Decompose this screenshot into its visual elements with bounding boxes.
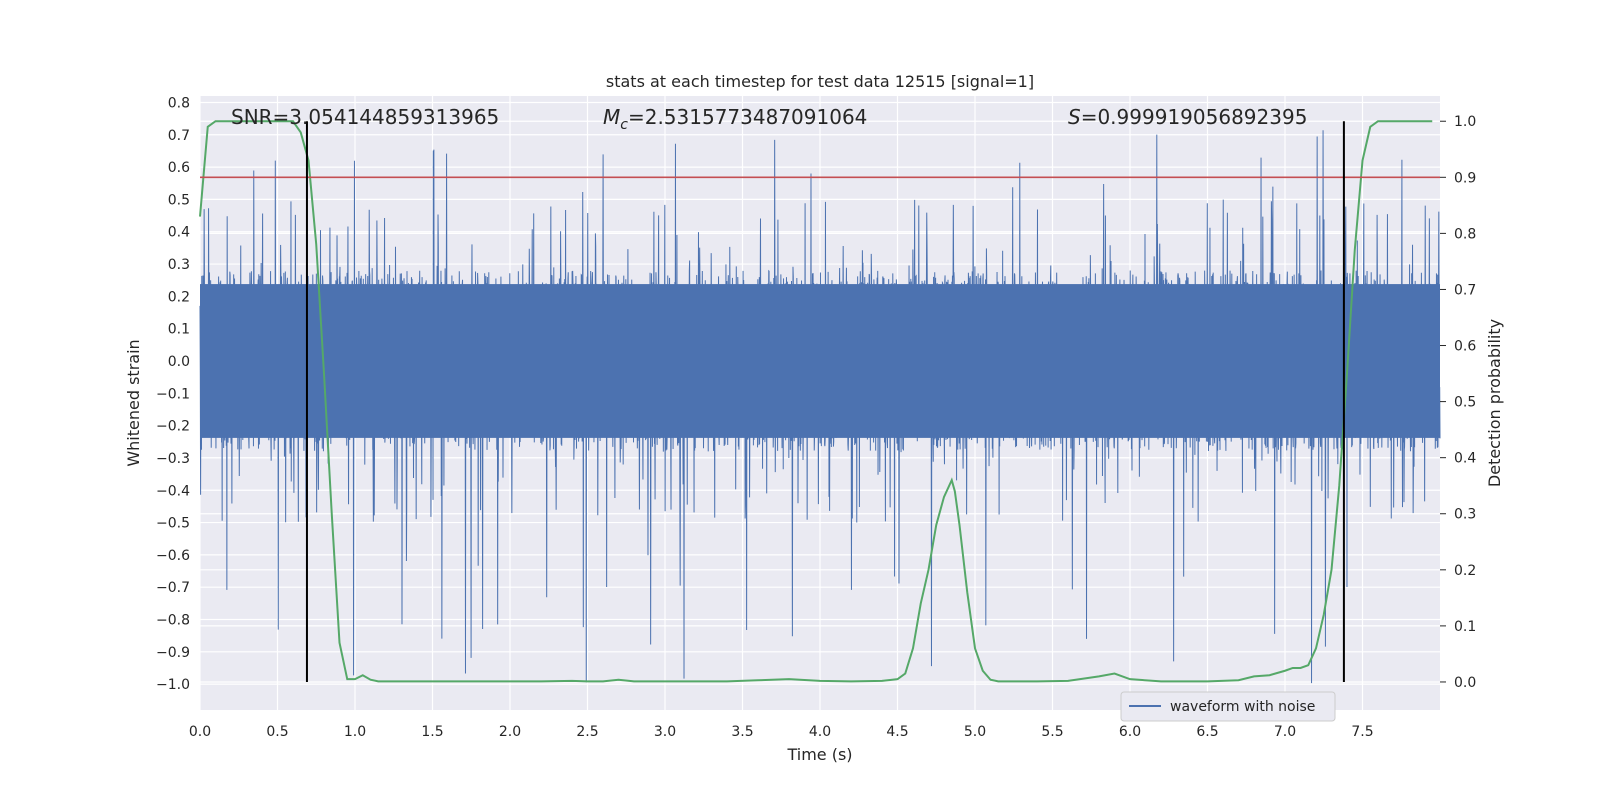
x-tick-label: 2.5	[576, 724, 598, 740]
y-tick-label: −0.4	[156, 483, 190, 499]
y-tick-label: 0.1	[168, 322, 190, 338]
score-annotation: S=0.999919056892395	[1068, 105, 1307, 129]
detection-probability-line	[199, 120, 1433, 683]
x-tick-label: 3.5	[731, 724, 753, 740]
y-tick-label: −0.8	[156, 613, 190, 629]
x-tick-label: 0.5	[266, 724, 288, 740]
y-tick-label: −1.0	[156, 677, 190, 693]
x-tick-label: 1.0	[344, 724, 366, 740]
score-symbol: S	[1068, 105, 1081, 129]
y-tick-label: −0.7	[156, 580, 190, 596]
y-tick-label: 0.0	[168, 354, 190, 370]
x-tick-label: 3.0	[654, 724, 676, 740]
tick-labels: 0.0 0.5 1.0 1.5 2.0 2.5 3.0 3.5 4.0 4.5 5.0 5.5 6.0 6…	[156, 95, 1476, 740]
y-tick-label: −0.1	[156, 386, 190, 402]
legend-label-waveform: waveform with noise	[1170, 699, 1315, 715]
x-tick-label: 4.0	[809, 724, 831, 740]
y-tick-label: −0.5	[156, 516, 190, 532]
y2-tick-label: 0.6	[1454, 339, 1476, 355]
y2-tick-label: 0.5	[1454, 395, 1476, 411]
y-tick-label: 0.5	[168, 192, 190, 208]
y-tick-label: 0.7	[168, 128, 190, 144]
y-tick-label: 0.4	[168, 225, 190, 241]
y2-tick-label: 0.0	[1454, 675, 1476, 691]
y-tick-label: 0.2	[168, 289, 190, 305]
x-tick-label: 4.5	[886, 724, 908, 740]
legend: waveform with noise	[1120, 691, 1336, 722]
y2-tick-label: 0.1	[1454, 619, 1476, 635]
waveform-core-band	[200, 284, 1440, 438]
y-tick-label: −0.9	[156, 645, 190, 661]
y2-tick-label: 0.2	[1454, 563, 1476, 579]
y-tick-label: 0.3	[168, 257, 190, 273]
y2-tick-label: 0.9	[1454, 170, 1476, 186]
y-tick-label: −0.6	[156, 548, 190, 564]
y2-tick-label: 0.8	[1454, 226, 1476, 242]
y2-axis-label: Detection probability	[1485, 319, 1504, 487]
chirp-mass-annotation: Mc=2.5315773487091064	[603, 105, 867, 133]
y2-tick-label: 0.4	[1454, 451, 1476, 467]
score-value: =0.999919056892395	[1081, 105, 1308, 129]
x-tick-label: 6.0	[1119, 724, 1141, 740]
marker-lines	[200, 121, 1440, 682]
y2-tick-label: 1.0	[1454, 114, 1476, 130]
chart-title: stats at each timestep for test data 125…	[606, 72, 1034, 91]
y-tick-label: 0.6	[168, 160, 190, 176]
y-tick-label: −0.3	[156, 451, 190, 467]
x-tick-label: 1.5	[421, 724, 443, 740]
y2-tick-label: 0.3	[1454, 507, 1476, 523]
waveform-series	[199, 130, 1441, 684]
x-tick-label: 0.0	[189, 724, 211, 740]
x-tick-label: 7.5	[1351, 724, 1373, 740]
x-tick-label: 2.0	[499, 724, 521, 740]
x-axis-label: Time (s)	[786, 745, 852, 764]
y-tick-label: 0.8	[168, 95, 190, 111]
x-tick-label: 5.5	[1041, 724, 1063, 740]
chirp-mass-subscript: c	[620, 117, 628, 133]
x-tick-label: 5.0	[964, 724, 986, 740]
x-tick-label: 6.5	[1196, 724, 1218, 740]
y-tick-label: −0.2	[156, 419, 190, 435]
y-axis-label: Whitened strain	[124, 339, 143, 466]
chirp-mass-value: =2.5315773487091064	[628, 105, 867, 129]
x-tick-label: 7.0	[1274, 724, 1296, 740]
chirp-mass-symbol: M	[603, 105, 620, 129]
snr-annotation: SNR=3.054144859313965	[231, 105, 499, 129]
y2-tick-label: 0.7	[1454, 282, 1476, 298]
legend-box	[1120, 691, 1336, 722]
detection-probability-series	[199, 120, 1433, 683]
